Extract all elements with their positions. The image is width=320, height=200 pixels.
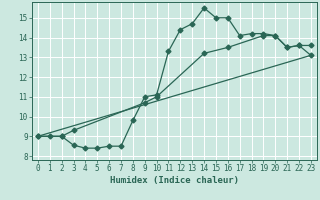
X-axis label: Humidex (Indice chaleur): Humidex (Indice chaleur): [110, 176, 239, 185]
